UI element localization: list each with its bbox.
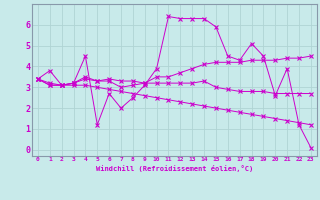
X-axis label: Windchill (Refroidissement éolien,°C): Windchill (Refroidissement éolien,°C) [96,165,253,172]
